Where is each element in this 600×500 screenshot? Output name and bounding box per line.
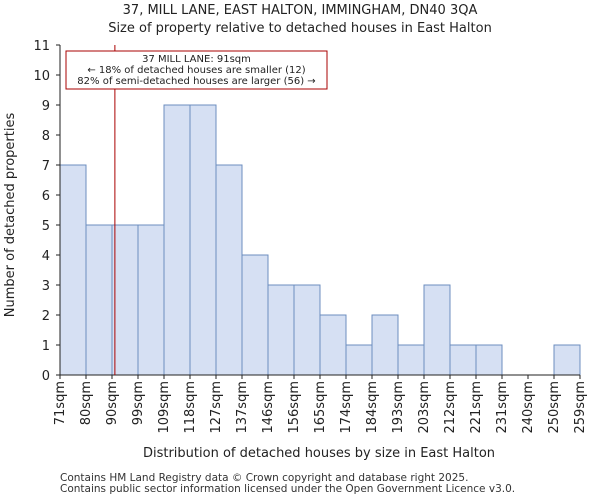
y-tick-label: 5 — [42, 219, 50, 234]
x-tick-label: 240sqm — [521, 381, 536, 434]
property-marker: 37 MILL LANE: 91sqm← 18% of detached hou… — [65, 45, 328, 375]
y-ticks: 0 1 2 3 4 5 6 7 8 9 10 11 — [33, 39, 60, 384]
bar-203sqm — [423, 284, 451, 376]
annotation-line-2: ← 18% of detached houses are smaller (12… — [87, 65, 305, 76]
x-tick-label: 184sqm — [365, 381, 380, 434]
x-tick-label: 212sqm — [443, 381, 458, 434]
x-tick-label: 231sqm — [495, 381, 510, 434]
x-tick-label: 156sqm — [287, 381, 302, 434]
x-tick-label: 193sqm — [391, 381, 406, 434]
bar-156sqm — [293, 284, 321, 376]
y-tick-label: 1 — [42, 339, 50, 354]
bar-250sqm — [553, 344, 581, 376]
x-tick-label: 90sqm — [105, 381, 120, 425]
y-tick-label: 2 — [42, 309, 50, 324]
y-tick-label: 11 — [33, 39, 50, 54]
y-tick-label: 9 — [42, 99, 50, 114]
y-tick-label: 0 — [42, 369, 50, 384]
chart-title: 37, MILL LANE, EAST HALTON, IMMINGHAM, D… — [123, 3, 478, 18]
bar-118sqm — [189, 104, 217, 376]
y-axis-label: Number of detached properties — [3, 113, 18, 318]
bar-group — [59, 104, 581, 376]
x-axis-label: Distribution of detached houses by size … — [143, 446, 495, 461]
bar-174sqm — [345, 344, 373, 376]
x-tick-label: 109sqm — [157, 381, 172, 434]
x-ticks: 71sqm 80sqm 90sqm 99sqm 109sqm 118sqm 127sqm 13… — [53, 375, 588, 434]
bar-165sqm — [319, 314, 347, 376]
x-tick-label: 146sqm — [261, 381, 276, 434]
bar-184sqm — [371, 314, 399, 376]
x-tick-label: 250sqm — [547, 381, 562, 434]
y-tick-label: 10 — [33, 69, 50, 84]
annotation-line-1: 37 MILL LANE: 91sqm — [142, 54, 251, 65]
bar-212sqm — [449, 344, 477, 376]
bar-99sqm — [137, 224, 165, 376]
y-tick-label: 8 — [42, 129, 50, 144]
bar-193sqm — [397, 344, 425, 376]
footer-line-2: Contains public sector information licen… — [60, 483, 516, 495]
footer-line-1: Contains HM Land Registry data © Crown c… — [60, 472, 469, 484]
x-tick-label: 165sqm — [313, 381, 328, 434]
bar-137sqm — [241, 254, 269, 376]
x-tick-label: 118sqm — [183, 381, 198, 434]
x-tick-label: 137sqm — [235, 381, 250, 434]
bar-221sqm — [475, 344, 503, 376]
x-tick-label: 221sqm — [469, 381, 484, 434]
x-tick-label: 127sqm — [209, 381, 224, 434]
bar-127sqm — [215, 164, 243, 376]
x-tick-label: 80sqm — [79, 381, 94, 425]
annotation-line-3: 82% of semi-detached houses are larger (… — [77, 76, 315, 87]
bar-109sqm — [163, 104, 191, 376]
x-tick-label: 174sqm — [339, 381, 354, 434]
bar-71sqm — [59, 164, 87, 376]
x-tick-label: 71sqm — [53, 381, 68, 425]
bar-146sqm — [267, 284, 295, 376]
y-tick-label: 7 — [42, 159, 50, 174]
x-tick-label: 99sqm — [131, 381, 146, 425]
bar-90sqm — [111, 224, 139, 376]
x-tick-label: 203sqm — [417, 381, 432, 434]
y-tick-label: 6 — [42, 189, 50, 204]
chart-subtitle: Size of property relative to detached ho… — [108, 21, 492, 36]
y-tick-label: 3 — [42, 279, 50, 294]
x-tick-label: 259sqm — [573, 381, 588, 434]
annotation-box — [65, 50, 328, 90]
bar-80sqm — [85, 224, 113, 376]
y-tick-label: 4 — [42, 249, 50, 264]
